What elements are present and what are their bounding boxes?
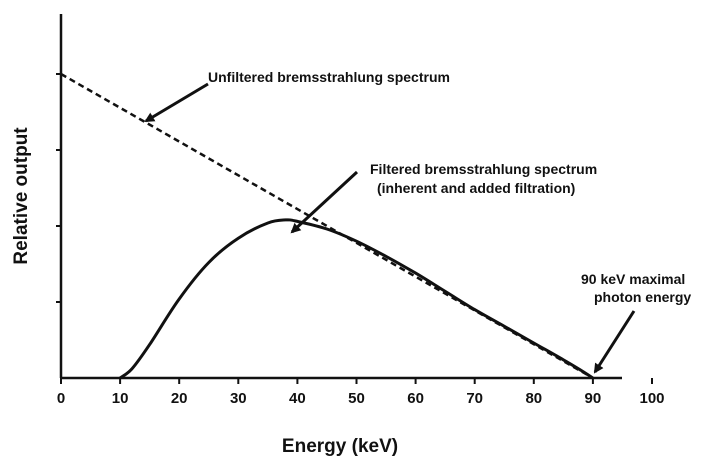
annotation-filtered-arrow: [290, 170, 359, 234]
annotation-max-energy-text-line2: photon energy: [594, 289, 691, 305]
x-tick-label-20: 20: [171, 390, 188, 407]
annotation-filtered-text-line1: Filtered bremsstrahlung spectrum: [370, 161, 597, 177]
x-axis-ticks: [60, 378, 653, 384]
x-tick-label-0: 0: [57, 390, 65, 407]
x-tick-label-30: 30: [230, 390, 247, 407]
annotation-filtered: Filtered bremsstrahlung spectrum (inhere…: [290, 161, 597, 234]
x-tick-label-50: 50: [348, 390, 365, 407]
annotation-unfiltered-arrow: [144, 82, 209, 123]
x-tick-label-90: 90: [585, 390, 602, 407]
filtered-spectrum-line: [119, 218, 594, 380]
y-axis-title: Relative output: [11, 127, 32, 265]
x-tick-label-60: 60: [407, 390, 424, 407]
annotation-filtered-text-line2: (inherent and added filtration): [377, 180, 575, 196]
x-tick-label-10: 10: [112, 390, 129, 407]
y-axis-ticks: [56, 73, 61, 303]
annotation-max-energy: 90 keV maximal photon energy: [581, 271, 691, 374]
x-tick-label-70: 70: [466, 390, 483, 407]
x-tick-label-100: 100: [639, 390, 664, 407]
annotation-max-energy-text-line1: 90 keV maximal: [581, 271, 685, 287]
x-axis-title: Energy (keV): [282, 436, 398, 457]
x-tick-label-40: 40: [289, 390, 306, 407]
annotation-max-energy-arrow: [593, 310, 636, 374]
annotation-unfiltered-text: Unfiltered bremsstrahlung spectrum: [208, 69, 450, 85]
x-tick-label-80: 80: [525, 390, 542, 407]
x-axis-tick-labels: 0 10 20 30 40 50 60 70 80 90 100: [57, 390, 665, 407]
annotation-unfiltered: Unfiltered bremsstrahlung spectrum: [144, 69, 450, 123]
